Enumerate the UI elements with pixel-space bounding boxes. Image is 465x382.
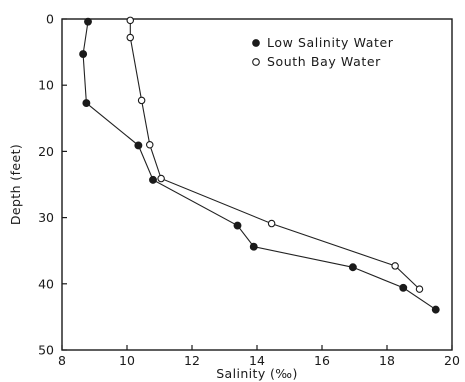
low-salinity-water-point [348, 263, 357, 272]
ticks-group: 8 10 12 14 16 18 20 0 10 20 30 40 50 [38, 12, 460, 369]
low-salinity-water-point [399, 283, 408, 292]
x-tick-label: 10 [119, 353, 135, 368]
x-tick-label: 14 [249, 353, 265, 368]
y-axis-label: Depth (feet) [8, 144, 23, 225]
south-bay-water-point [146, 141, 154, 149]
south-bay-water-point [391, 262, 399, 270]
y-tick-label: 30 [38, 210, 54, 225]
y-tick-label: 0 [46, 12, 54, 27]
legend-marker [252, 39, 260, 47]
y-tick-label: 50 [38, 343, 54, 358]
south-bay-water-point [415, 285, 424, 293]
low-salinity-water-point [233, 221, 242, 230]
legend-label: South Bay Water [267, 54, 381, 69]
low-salinity-water-point [82, 99, 91, 108]
legend-item-south-bay-water: South Bay Water [252, 54, 381, 69]
low-salinity-water-line [82, 21, 437, 311]
low-salinity-water-point [84, 17, 92, 26]
y-tick-label: 20 [38, 144, 54, 159]
south-bay-water-point [267, 219, 276, 228]
x-tick-label: 12 [184, 353, 200, 368]
series-low-salinity-water [79, 17, 440, 314]
legend-marker [252, 58, 260, 66]
low-salinity-water-point [134, 141, 143, 150]
x-axis-label: Salinity (‰) [216, 366, 298, 381]
south-bay-water-point [126, 33, 135, 42]
x-tick-label: 8 [58, 353, 66, 368]
legend-label: Low Salinity Water [267, 35, 394, 50]
axes-group [61, 18, 453, 351]
legend: Low Salinity Water South Bay Water [252, 35, 394, 69]
south-bay-water-point [126, 16, 135, 25]
low-salinity-water-point [149, 175, 157, 184]
south-bay-water-line [129, 20, 420, 290]
low-salinity-water-point [431, 305, 440, 314]
axis-labels-group: Salinity (‰) Depth (feet) [8, 144, 298, 381]
series-south-bay-water [126, 16, 424, 293]
south-bay-water-point [157, 174, 165, 183]
low-salinity-water-point [79, 50, 88, 59]
x-tick-label: 20 [444, 353, 460, 368]
x-tick-label: 18 [379, 353, 395, 368]
low-salinity-water-point [249, 242, 258, 251]
legend-item-low-salinity-water: Low Salinity Water [252, 35, 394, 50]
x-tick-label: 16 [314, 353, 330, 368]
plot-frame [61, 18, 453, 351]
y-tick-label: 10 [38, 78, 54, 93]
series-group [79, 16, 440, 314]
south-bay-water-point [137, 96, 146, 105]
y-tick-label: 40 [38, 276, 54, 291]
